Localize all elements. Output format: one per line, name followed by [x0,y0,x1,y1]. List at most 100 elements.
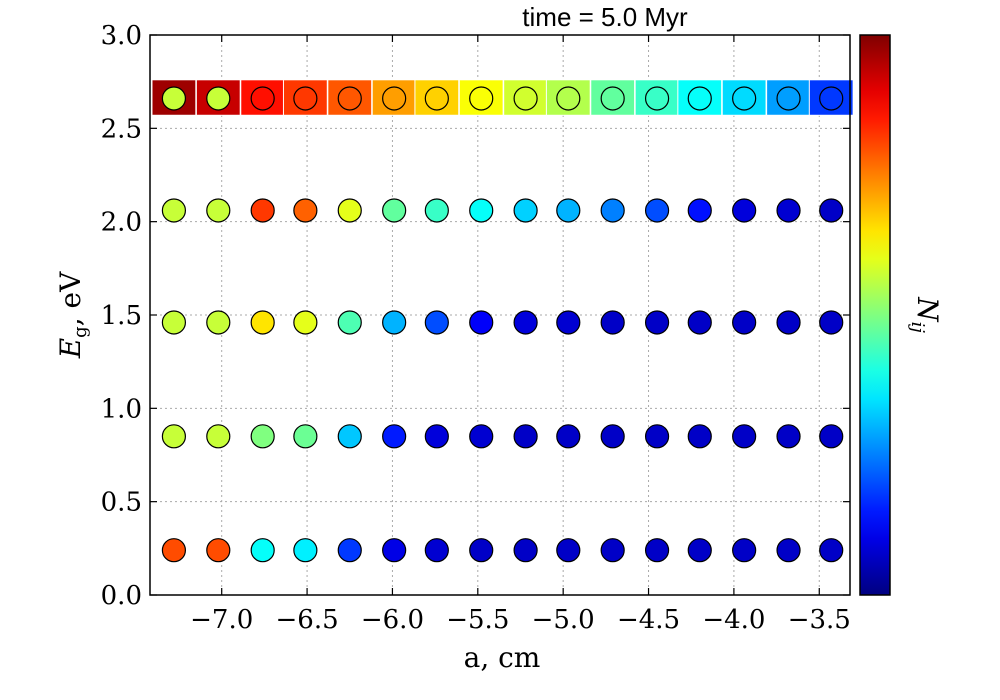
data-point [687,424,712,449]
data-point [337,198,362,223]
data-point [687,86,712,111]
chart-title: time = 5.0 Myr [522,2,688,32]
data-point [469,310,494,335]
svg-text:Nij: Nij [907,296,944,333]
colorbar [859,34,891,596]
data-point [556,198,581,223]
x-axis-label: a, cm [464,641,541,674]
data-point [513,198,538,223]
data-point [293,424,318,449]
data-point [206,198,231,223]
data-point [293,538,318,563]
data-point [776,424,801,449]
data-point [469,424,494,449]
y-tick-label: 2.0 [101,208,142,238]
data-point [644,424,670,449]
data-point [819,86,844,111]
data-point [206,310,231,335]
data-point [732,424,757,449]
series-row [161,86,844,111]
data-point [161,198,187,223]
data-point [161,86,187,111]
x-tick-label: −5.5 [446,605,509,635]
data-point [776,538,801,563]
svg-text:Eg, eV: Eg, eV [54,271,91,359]
data-point [776,198,801,223]
data-point [206,86,231,111]
data-point [382,538,407,563]
y-tick-label: 0.5 [101,488,142,518]
data-point [250,538,275,563]
y-tick-label: 3.0 [101,21,142,51]
series-row [161,424,844,449]
data-point [819,310,844,335]
data-point [556,538,581,563]
data-point [687,538,712,563]
band-cell [677,79,723,116]
data-point [513,424,538,449]
data-point [161,310,187,335]
data-point [293,86,318,111]
data-point [250,86,275,111]
ticks: −7.0 −6.5 −6.0 −5.5 −5.0 −4.5 −4.0 −3.5 0.0 0.5 1.… [101,21,851,635]
x-tick-label: −7.0 [190,605,253,635]
x-tick-label: −5.0 [532,605,595,635]
data-point [382,424,407,449]
data-point [732,538,757,563]
x-tick-label: −4.0 [702,605,765,635]
data-point [469,198,494,223]
data-point [644,198,670,223]
data-point [424,198,449,223]
series-row [161,538,844,563]
data-point [161,424,187,449]
data-point [819,538,844,563]
x-tick-label: −6.5 [276,605,339,635]
data-point [206,424,231,449]
data-point [469,86,494,111]
x-tick-label: −3.5 [788,605,851,635]
data-point [382,86,407,111]
data-point [513,538,538,563]
x-axis-label-text: a, cm [464,641,541,674]
x-tick-label: −6.0 [361,605,424,635]
colorbar-label-subscript: ij [907,322,928,334]
y-tick-label: 2.5 [101,114,142,144]
colorbar-label-main: N [911,296,944,323]
series-row [161,198,844,223]
data-point [293,198,318,223]
data-point [250,198,275,223]
data-point [206,538,231,563]
data-point [819,198,844,223]
colorbar-gradient [859,34,891,596]
data-point [382,310,407,335]
y-axis-label-unit: , eV [54,271,87,326]
data-point [293,310,318,335]
data-point [513,310,538,335]
data-point [644,86,670,111]
data-point [556,424,581,449]
y-axis-label: Eg, eV [54,271,91,359]
data-point [424,86,449,111]
data-point [600,86,625,111]
data-point [250,310,275,335]
data-point [687,198,712,223]
data-point [600,538,625,563]
data-point [424,310,449,335]
y-tick-label: 1.5 [101,301,142,331]
y-axis-label-main: E [54,338,87,359]
x-tick-label: −4.5 [617,605,680,635]
y-tick-label: 0.0 [101,581,142,611]
plot-area: −7.0 −6.5 −6.0 −5.5 −5.0 −4.5 −4.0 −3.5 0.0 0.5 1.… [101,21,854,635]
series-row [161,310,844,335]
data-point [556,310,581,335]
data-point [776,86,801,111]
data-point [469,538,494,563]
data-point [600,198,625,223]
y-tick-label: 1.0 [101,394,142,424]
data-point [644,310,670,335]
data-point [732,310,757,335]
data-point [337,538,362,563]
data-point [600,310,625,335]
y-axis-label-subscript: g [70,326,91,338]
